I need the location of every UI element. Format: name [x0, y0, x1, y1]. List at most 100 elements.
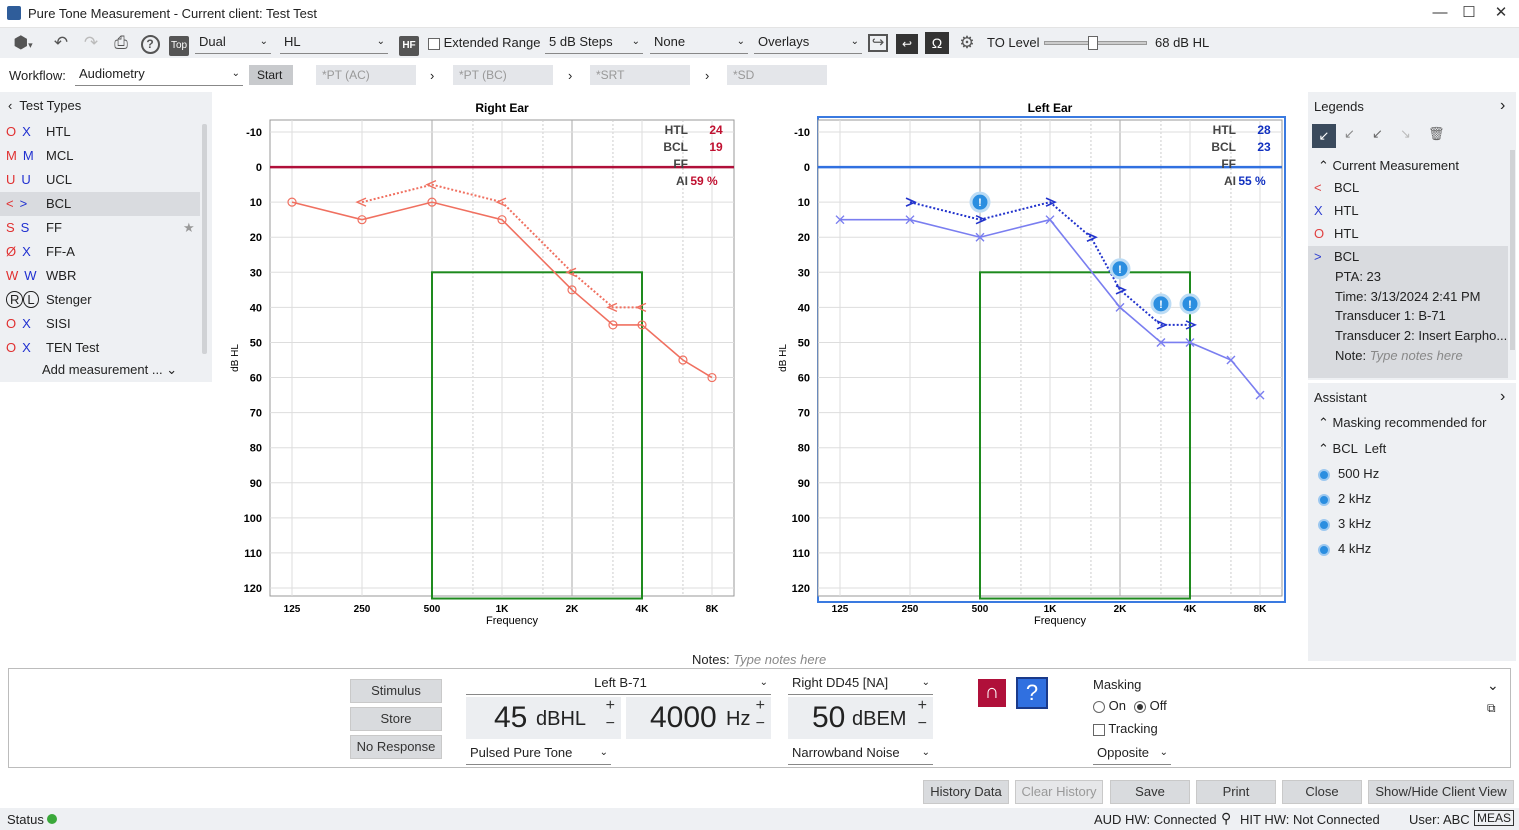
- cube-menu-icon[interactable]: ⬢▾: [13, 33, 33, 52]
- assistant-item[interactable]: 4 kHz: [1318, 541, 1371, 556]
- test-type-ten-test[interactable]: O X TEN Test: [0, 336, 200, 360]
- right-ear-icon[interactable]: ∩: [978, 679, 1006, 707]
- right-transducer-select[interactable]: Right DD45 [NA] ⌄: [788, 673, 933, 695]
- chevron-right-icon[interactable]: ›: [1500, 97, 1506, 114]
- workflow-step-pt-bc[interactable]: *PT (BC): [453, 65, 553, 85]
- test-type-sisi[interactable]: O X SISI: [0, 312, 200, 336]
- bcl-left-group[interactable]: ⌃ BCL Left: [1318, 441, 1387, 456]
- history-data-button[interactable]: History Data: [923, 780, 1009, 804]
- redo-icon[interactable]: ↷: [83, 33, 99, 52]
- workflow-step-srt[interactable]: *SRT: [590, 65, 690, 85]
- workflow-start-button[interactable]: Start: [249, 65, 293, 85]
- headphones-icon[interactable]: Ω: [925, 32, 949, 54]
- extended-range-checkbox[interactable]: Extended Range: [428, 35, 540, 50]
- chevron-right-icon[interactable]: ›: [1500, 388, 1506, 405]
- scrollbar[interactable]: [202, 124, 207, 354]
- store-button[interactable]: Store: [350, 707, 442, 731]
- maximize-icon[interactable]: ☐: [1462, 4, 1476, 21]
- left-ear-audiogram[interactable]: Left Ear -10 0 10 20 30 40 50 60 70 80 90 100 110 120 1…: [770, 96, 1300, 641]
- masking-on-radio[interactable]: On: [1093, 698, 1126, 713]
- top-icon[interactable]: Top: [168, 32, 190, 56]
- test-type-wbr[interactable]: W W WBR: [0, 264, 200, 288]
- workflow-step-pt-ac[interactable]: *PT (AC): [316, 65, 416, 85]
- masking-recommend-group[interactable]: ⌃ Masking recommended for: [1318, 415, 1487, 430]
- test-type-htl[interactable]: O X HTL: [0, 120, 200, 144]
- current-measurement-group[interactable]: ⌃ Current Measurement: [1318, 158, 1459, 174]
- close-window-icon[interactable]: ✕: [1494, 4, 1508, 21]
- chart-view-icon[interactable]: ↙: [1312, 124, 1336, 148]
- workflow-select[interactable]: Audiometry ⌄: [75, 64, 243, 86]
- legend-export-icon[interactable]: ↘: [1400, 126, 1411, 141]
- to-level-slider-thumb[interactable]: [1087, 36, 1098, 50]
- assistant-item[interactable]: 500 Hz: [1318, 466, 1379, 481]
- no-response-button[interactable]: No Response: [350, 735, 442, 759]
- left-ear-icon[interactable]: ?: [1016, 677, 1048, 709]
- trash-icon[interactable]: 🗑: [1428, 126, 1445, 141]
- test-type-ff[interactable]: S S FF ★: [0, 216, 200, 240]
- minimize-icon[interactable]: —: [1432, 4, 1448, 21]
- show-hide-client-view-button[interactable]: Show/Hide Client View: [1368, 780, 1514, 804]
- left-transducer-select[interactable]: Left B-71 ⌄: [466, 673, 771, 695]
- legend-item[interactable]: O HTL: [1314, 226, 1359, 241]
- right-ear-audiogram[interactable]: Right Ear -10 0 10 20 30 40 50 60 70 80 90 100 110 120…: [222, 96, 752, 641]
- close-button[interactable]: Close: [1282, 780, 1362, 804]
- masking-decrease-button[interactable]: −: [917, 715, 927, 732]
- test-types-header[interactable]: ‹ Test Types: [8, 98, 81, 113]
- test-type-ucl[interactable]: U U UCL: [0, 168, 200, 192]
- test-type-mcl[interactable]: M M MCL: [0, 144, 200, 168]
- to-level-value: 68 dB HL: [1155, 35, 1210, 50]
- print-button[interactable]: Print: [1196, 780, 1276, 804]
- opposite-select[interactable]: Opposite ⌄: [1093, 743, 1171, 765]
- chevron-down-icon[interactable]: ⌄: [1487, 677, 1499, 693]
- masking-off-radio[interactable]: Off: [1134, 698, 1167, 713]
- none-select[interactable]: None ⌄: [650, 32, 748, 54]
- legend-overlay-icon[interactable]: ↙: [1372, 126, 1383, 141]
- mode-select[interactable]: Dual ⌄: [195, 32, 271, 54]
- test-type-bcl[interactable]: < > BCL: [0, 192, 200, 216]
- masking-increase-button[interactable]: +: [917, 697, 927, 714]
- stimulus-button[interactable]: Stimulus: [350, 679, 442, 703]
- assistant-item[interactable]: 2 kHz: [1318, 491, 1371, 506]
- to-level-slider[interactable]: [1044, 36, 1147, 50]
- scale-select[interactable]: HL ⌄: [280, 32, 388, 54]
- tracking-checkbox[interactable]: Tracking: [1093, 721, 1158, 736]
- legend-item[interactable]: X HTL: [1314, 203, 1359, 218]
- legend-item[interactable]: < BCL: [1314, 180, 1360, 195]
- assistant-item[interactable]: 3 kHz: [1318, 516, 1371, 531]
- tone-select[interactable]: Pulsed Pure Tone ⌄: [466, 743, 611, 765]
- export-icon[interactable]: ↪: [867, 32, 889, 54]
- add-measurement-button[interactable]: Add measurement ... ⌄: [42, 362, 177, 378]
- hf-icon[interactable]: HF: [398, 32, 420, 56]
- print-icon[interactable]: ⎙: [114, 33, 128, 52]
- frequency-increase-button[interactable]: +: [755, 697, 765, 714]
- undo-icon[interactable]: ↶: [53, 33, 69, 52]
- help-icon[interactable]: ?: [139, 32, 161, 54]
- client-view-icon[interactable]: ↩: [896, 32, 918, 54]
- settings-gear-icon[interactable]: ⚙: [959, 33, 975, 52]
- notes-field[interactable]: Notes: Type notes here: [692, 652, 826, 667]
- legend-detail[interactable]: > BCL PTA: 23 Time: 3/13/2024 2:41 PM Tra…: [1308, 246, 1508, 378]
- level-stepper[interactable]: 45 dBHL + −: [466, 697, 621, 739]
- scrollbar[interactable]: [1510, 150, 1515, 350]
- masking-level-stepper[interactable]: 50 dBEM + −: [788, 697, 933, 739]
- test-type-stenger[interactable]: R L Stenger: [0, 288, 200, 312]
- level-decrease-button[interactable]: −: [605, 715, 615, 732]
- overlays-select[interactable]: Overlays ⌄: [754, 32, 862, 54]
- steps-select[interactable]: 5 dB Steps ⌄: [545, 32, 643, 54]
- frequency-stepper[interactable]: 4000 Hz + −: [626, 697, 771, 739]
- level-increase-button[interactable]: +: [605, 697, 615, 714]
- save-button[interactable]: Save: [1110, 780, 1190, 804]
- noise-select[interactable]: Narrowband Noise ⌄: [788, 743, 933, 765]
- legend-import-icon[interactable]: ↙: [1344, 126, 1355, 141]
- clear-history-button[interactable]: Clear History: [1015, 780, 1103, 804]
- test-type-ff-a[interactable]: Ø X FF-A: [0, 240, 200, 264]
- masking-warning-icon: [969, 191, 991, 213]
- legend-note[interactable]: Note: Type notes here: [1335, 348, 1463, 363]
- workflow-step-sd[interactable]: *SD: [727, 65, 827, 85]
- detach-window-icon[interactable]: ⧉: [1487, 701, 1496, 715]
- series-line-bcl: [909, 201, 1190, 326]
- left-ear-chart[interactable]: Left Ear -10 0 10 20 30 40 50 60 70 80 90 100 110 120 1…: [770, 96, 1300, 641]
- right-ear-chart[interactable]: Right Ear -10 0 10 20 30 40 50 60 70 80 90 100 110 120…: [222, 96, 752, 641]
- star-icon[interactable]: ★: [183, 220, 195, 235]
- frequency-decrease-button[interactable]: −: [755, 715, 765, 732]
